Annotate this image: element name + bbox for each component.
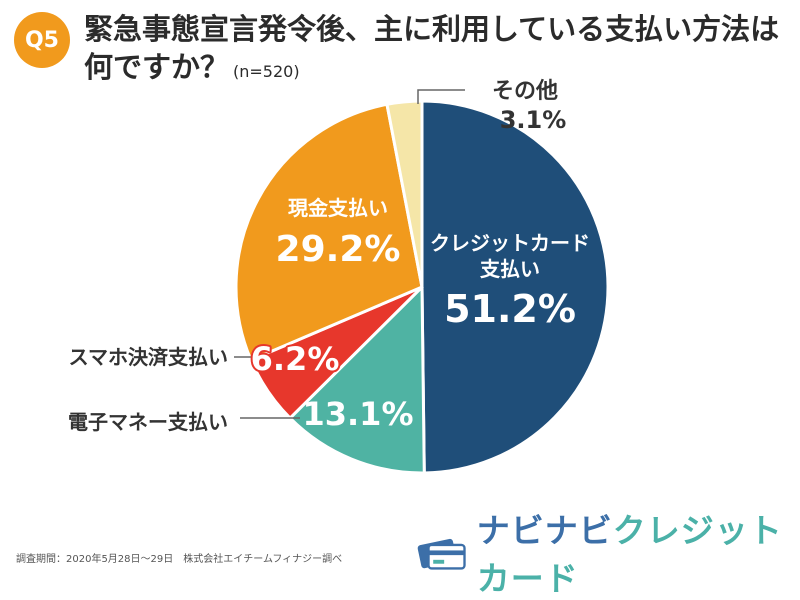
slice-value-label: 6.2%	[251, 340, 340, 378]
slice-value-label: 13.1%	[302, 395, 413, 433]
slice-label: スマホ決済支払い	[69, 345, 228, 369]
pie-slice	[287, 283, 426, 475]
sample-size: (n=520)	[233, 62, 300, 81]
slice-label: 電子マネー支払い	[68, 410, 228, 434]
slice-value-label: 51.2%	[444, 287, 576, 331]
chart-title: 緊急事態宣言発令後、主に利用している支払い方法は 何ですか？ (n=520)	[84, 10, 784, 91]
logo-text-part2: クレジットカード	[476, 511, 783, 598]
pie-slice	[234, 102, 424, 362]
slice-label: クレジットカード	[430, 231, 590, 255]
pie-slice	[420, 99, 610, 475]
title-line-2-text: 何ですか？	[84, 50, 230, 84]
title-line-2: 何ですか？ (n=520)	[84, 48, 784, 91]
site-logo: ナビナビクレジットカード	[416, 511, 796, 598]
leader-line	[417, 89, 465, 104]
pie-slice	[385, 99, 424, 288]
slice-label: 現金支払い	[288, 196, 388, 220]
logo-text: ナビナビクレジットカード	[477, 504, 796, 600]
title-line-1: 緊急事態宣言発令後、主に利用している支払い方法は	[84, 12, 780, 46]
survey-note: 調査期間：2020年5月28日〜29日 株式会社エイチームフィナジー調べ	[16, 554, 343, 565]
credit-card-logo-icon	[417, 538, 466, 570]
slice-label: 支払い	[480, 257, 540, 281]
logo-text-part1: ナビナビ	[476, 511, 613, 550]
question-badge: Q5	[14, 12, 70, 68]
slice-value-label: 29.2%	[276, 229, 401, 270]
slice-value-label: 3.1%	[500, 106, 567, 134]
slice-label: その他	[492, 79, 558, 104]
